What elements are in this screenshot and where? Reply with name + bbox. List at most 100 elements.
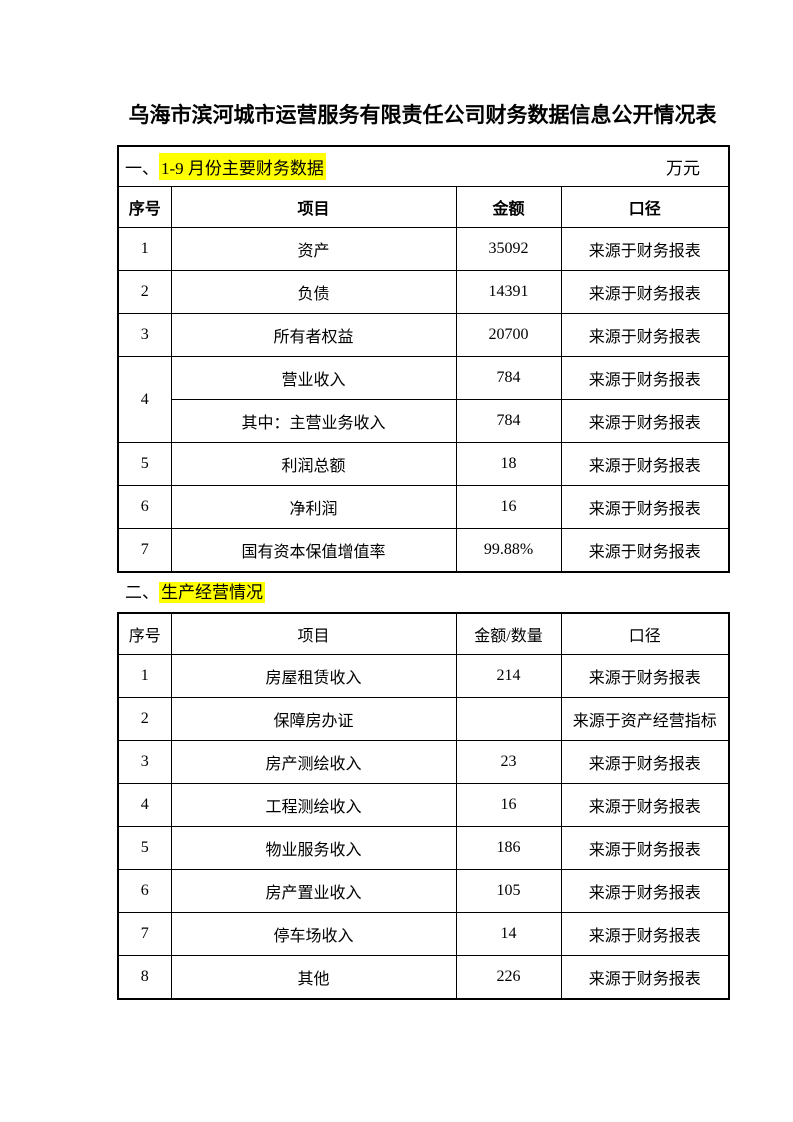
- row-amount: 14: [455, 912, 562, 956]
- operations-data-table: 序号 项目 金额/数量 口径 1 房屋租赁收入 214 来源于财务报表 2 保障…: [117, 612, 730, 1000]
- column-header-amount: 金额: [455, 186, 562, 228]
- section1-unit-label: 万元: [666, 159, 701, 178]
- table-row: 8 其他 226 来源于财务报表: [117, 955, 730, 1000]
- row-amount: 16: [455, 485, 562, 529]
- section1-number: 一、: [125, 159, 159, 178]
- column-header-no: 序号: [117, 186, 172, 228]
- row-amount: 23: [455, 740, 562, 784]
- row-source: 来源于财务报表: [560, 356, 730, 400]
- row-amount: 186: [455, 826, 562, 870]
- row-source: 来源于财务报表: [560, 313, 730, 357]
- row-item: 房产测绘收入: [170, 740, 457, 784]
- table-row: 6 净利润 16 来源于财务报表: [117, 485, 730, 529]
- document-title: 乌海市滨河城市运营服务有限责任公司财务数据信息公开情况表: [128, 103, 717, 127]
- row-item: 工程测绘收入: [170, 783, 457, 827]
- row-source: 来源于财务报表: [560, 912, 730, 956]
- table-row: 3 所有者权益 20700 来源于财务报表: [117, 313, 730, 357]
- row-item: 保障房办证: [170, 697, 457, 741]
- table1-header-row: 序号 项目 金额 口径: [117, 186, 730, 228]
- row-number: 3: [117, 740, 172, 784]
- row-source: 来源于资产经营指标: [560, 697, 730, 741]
- row-item: 停车场收入: [170, 912, 457, 956]
- table-row: 3 房产测绘收入 23 来源于财务报表: [117, 740, 730, 784]
- section2-number: 二、: [125, 583, 159, 602]
- column-header-source: 口径: [560, 612, 730, 655]
- row-item: 房产置业收入: [170, 869, 457, 913]
- section1-header-row: 一、 1-9 月份主要财务数据 万元: [117, 145, 730, 187]
- section1-heading-highlight: 1-9 月份主要财务数据: [159, 153, 326, 180]
- row-number: 3: [117, 313, 172, 357]
- section2-header: 二、 生产经营情况: [117, 581, 728, 605]
- row-number: 2: [117, 270, 172, 314]
- row-item: 营业收入: [170, 356, 457, 400]
- row-item: 所有者权益: [170, 313, 457, 357]
- table-row: 4 工程测绘收入 16 来源于财务报表: [117, 783, 730, 827]
- row-item: 资产: [170, 227, 457, 271]
- row-source: 来源于财务报表: [560, 654, 730, 698]
- section1-header: 一、 1-9 月份主要财务数据 万元: [119, 153, 728, 180]
- row-source: 来源于财务报表: [560, 442, 730, 486]
- row-number: 7: [117, 912, 172, 956]
- table-row: 1 资产 35092 来源于财务报表: [117, 227, 730, 271]
- row-amount: 105: [455, 869, 562, 913]
- table-row: 2 保障房办证 来源于资产经营指标: [117, 697, 730, 741]
- row-source: 来源于财务报表: [560, 740, 730, 784]
- row-amount: 18: [455, 442, 562, 486]
- row-amount: 14391: [455, 270, 562, 314]
- row-source: 来源于财务报表: [560, 528, 730, 573]
- column-header-amount: 金额/数量: [455, 612, 562, 655]
- row-amount: [455, 697, 562, 741]
- row-amount: 784: [455, 399, 562, 443]
- financial-data-table: 一、 1-9 月份主要财务数据 万元 序号 项目 金额 口径 1 资产 35092…: [117, 145, 731, 573]
- table-row: 其中：主营业务收入 784 来源于财务报表: [118, 399, 730, 443]
- row-source: 来源于财务报表: [560, 826, 730, 870]
- row-item: 国有资本保值增值率: [170, 528, 457, 573]
- row-amount: 35092: [455, 227, 562, 271]
- row-source: 来源于财务报表: [560, 869, 730, 913]
- row-amount: 99.88%: [455, 528, 562, 573]
- row-number: 1: [117, 654, 172, 698]
- table-row: 1 房屋租赁收入 214 来源于财务报表: [117, 654, 730, 698]
- row-number: 8: [117, 955, 172, 1000]
- table-row: 5 利润总额 18 来源于财务报表: [117, 442, 730, 486]
- row-source: 来源于财务报表: [560, 399, 730, 443]
- row-number: 6: [117, 485, 172, 529]
- table-row: 2 负债 14391 来源于财务报表: [117, 270, 730, 314]
- row-item: 净利润: [170, 485, 457, 529]
- table-row: 6 房产置业收入 105 来源于财务报表: [117, 869, 730, 913]
- row-source: 来源于财务报表: [560, 227, 730, 271]
- row-source: 来源于财务报表: [560, 783, 730, 827]
- row-amount: 16: [455, 783, 562, 827]
- row-item: 利润总额: [170, 442, 457, 486]
- section2-heading-highlight: 生产经营情况: [159, 582, 265, 603]
- row-number: 1: [117, 227, 172, 271]
- row-item: 房屋租赁收入: [170, 654, 457, 698]
- row-item-sub: 其中：主营业务收入: [170, 399, 457, 443]
- row-number: 4: [117, 783, 172, 827]
- table-row: 7 国有资本保值增值率 99.88% 来源于财务报表: [117, 528, 730, 573]
- row-amount: 784: [455, 356, 562, 400]
- row-number: 6: [117, 869, 172, 913]
- row-number: 5: [117, 826, 172, 870]
- row-amount: 214: [455, 654, 562, 698]
- document-content: 乌海市滨河城市运营服务有限责任公司财务数据信息公开情况表 一、 1-9 月份主要财…: [117, 101, 731, 1000]
- column-header-source: 口径: [560, 186, 730, 228]
- row-source: 来源于财务报表: [560, 270, 730, 314]
- row-source: 来源于财务报表: [560, 485, 730, 529]
- column-header-item: 项目: [170, 612, 457, 655]
- row-source: 来源于财务报表: [560, 955, 730, 1000]
- column-header-no: 序号: [117, 612, 172, 655]
- row-number: 7: [117, 528, 172, 573]
- row-item: 物业服务收入: [170, 826, 457, 870]
- row-number-merged: 4: [117, 356, 172, 443]
- table2-header-row: 序号 项目 金额/数量 口径: [117, 612, 730, 655]
- table-row: 4 营业收入 784 来源于财务报表: [117, 356, 730, 443]
- column-header-item: 项目: [170, 186, 457, 228]
- row-number: 2: [117, 697, 172, 741]
- row-amount: 20700: [455, 313, 562, 357]
- row-amount: 226: [455, 955, 562, 1000]
- row-item: 其他: [170, 955, 457, 1000]
- table-row: 5 物业服务收入 186 来源于财务报表: [117, 826, 730, 870]
- row-item: 负债: [170, 270, 457, 314]
